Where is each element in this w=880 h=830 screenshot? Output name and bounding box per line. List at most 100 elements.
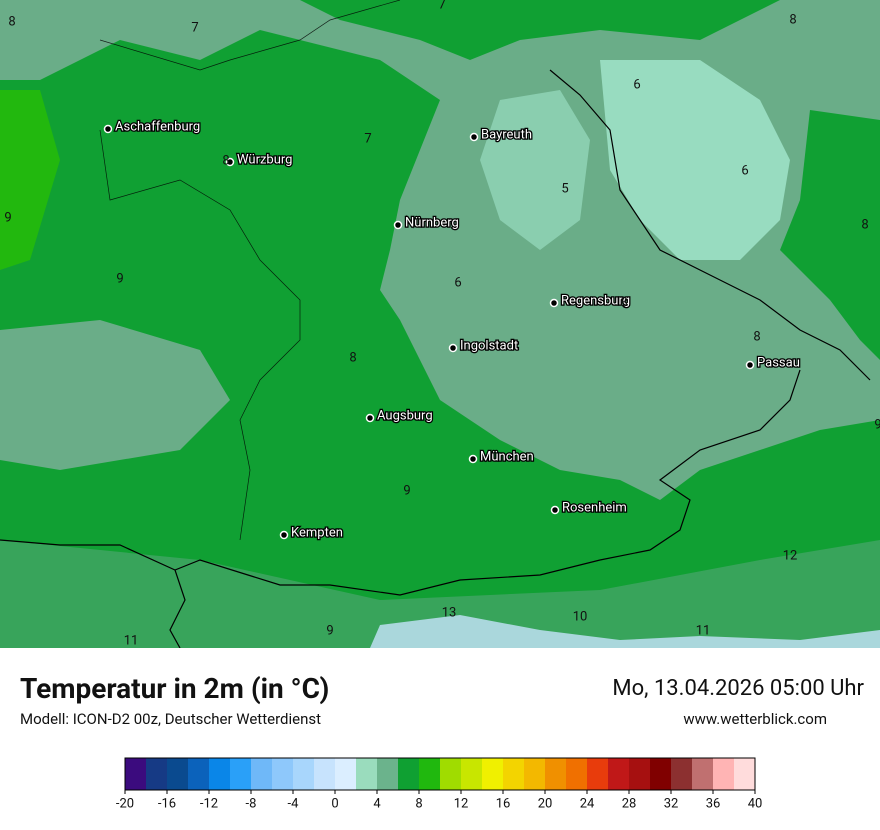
colorbar-tick-label: -8 xyxy=(246,796,257,811)
colorbar-swatch xyxy=(335,758,357,790)
isoline-label: 8 xyxy=(861,217,868,232)
cool-region xyxy=(0,320,230,470)
borders xyxy=(0,69,871,648)
isoline-label: 11 xyxy=(124,633,139,648)
city-dot xyxy=(468,454,478,464)
city-label: Würzburg xyxy=(237,152,293,167)
colorbar-swatch xyxy=(650,758,672,790)
colorbar-tick-label: 36 xyxy=(706,796,721,811)
isoline-label: 6 xyxy=(633,77,640,92)
city-dot xyxy=(469,132,479,142)
colorbar-tick-label: 24 xyxy=(580,796,595,811)
city-dot xyxy=(225,157,235,167)
isoline-label: 9 xyxy=(4,210,11,225)
isoline-label: 7 xyxy=(364,131,371,146)
alps-snow xyxy=(370,615,880,648)
isoline-label: 8 xyxy=(8,14,15,29)
isoline-label: 11 xyxy=(696,623,711,638)
city-label: Aschaffenburg xyxy=(115,119,200,134)
colorbar-tick-label: -4 xyxy=(288,796,300,811)
alps-region xyxy=(0,540,880,648)
cold-region xyxy=(480,90,590,250)
city-dot xyxy=(103,124,113,134)
colorbar: -20 -16 -12 -8 -4 0 4 8 12 16 20 24 28 32 36 40 xyxy=(116,757,763,811)
city-dot xyxy=(448,343,458,353)
colorbar-swatch xyxy=(671,758,693,790)
isoline-label: 8 xyxy=(753,329,760,344)
city-dot xyxy=(549,298,559,308)
colorbar-swatch xyxy=(209,758,231,790)
isoline-label: 8 xyxy=(620,295,627,310)
colorbar-swatch xyxy=(461,758,483,790)
colorbar-swatch xyxy=(356,758,378,790)
warm-region xyxy=(0,90,60,270)
city-dot xyxy=(393,220,403,230)
colorbar-swatch xyxy=(251,758,273,790)
isoline-label: 8 xyxy=(222,153,229,168)
city-dot xyxy=(365,413,375,423)
city-label: Nürnberg xyxy=(405,215,459,230)
isoline-label: 10 xyxy=(573,609,588,624)
colorbar-swatch xyxy=(146,758,168,790)
colorbar-tick-label: -12 xyxy=(200,796,218,811)
colorbar-tick-label: 0 xyxy=(331,796,338,811)
colorbar-swatch xyxy=(587,758,609,790)
isoline-label: 9 xyxy=(874,417,880,432)
city-label: Augsburg xyxy=(377,408,433,423)
city-label: Ingolstadt xyxy=(460,338,518,353)
isoline-label: 5 xyxy=(561,181,568,196)
colorbar-swatch xyxy=(419,758,441,790)
colorbar-swatch xyxy=(713,758,735,790)
isoline-label: 6 xyxy=(454,275,461,290)
colorbar-swatch xyxy=(125,758,147,790)
colorbar-tick-label: 20 xyxy=(538,796,553,811)
isoline-label: 12 xyxy=(783,548,798,563)
colorbar-tick-label: 16 xyxy=(496,796,511,811)
colorbar-tick-label: 28 xyxy=(622,796,637,811)
datetime: Mo, 13.04.2026 05:00 Uhr xyxy=(612,676,864,701)
colorbar-swatch xyxy=(692,758,714,790)
colorbar-swatch xyxy=(293,758,315,790)
city-dot xyxy=(550,505,560,515)
city-label: Bayreuth xyxy=(481,127,532,142)
map: Aschaffenburg Würzburg Bayreuth Nürnberg Reg… xyxy=(0,0,880,648)
colorbar-tick-label: 32 xyxy=(664,796,679,811)
state-borders xyxy=(99,0,401,541)
colorbar-swatch xyxy=(734,758,756,790)
isoline-label: 13 xyxy=(442,605,457,620)
colorbar-frame xyxy=(124,757,756,791)
colorbar-swatch xyxy=(272,758,294,790)
isoline-label: 8 xyxy=(349,350,356,365)
colorbar-swatch xyxy=(314,758,336,790)
colorbar-tick-label: 8 xyxy=(415,796,422,811)
model-info: Modell: ICON-D2 00z, Deutscher Wetterdie… xyxy=(20,710,322,728)
colorbar-swatch xyxy=(545,758,567,790)
city-dot xyxy=(279,530,289,540)
isoline-label: 7 xyxy=(438,0,445,12)
city-label: Regensburg xyxy=(561,293,630,308)
isoline-label: 6 xyxy=(741,163,748,178)
colorbar-swatch xyxy=(566,758,588,790)
colorbar-tick-label: -20 xyxy=(116,796,134,811)
colorbar-swatch xyxy=(188,758,210,790)
colorbar-swatch xyxy=(524,758,546,790)
city-label: Rosenheim xyxy=(562,500,627,515)
isoline-label: 7 xyxy=(191,20,198,35)
colorbar-swatch xyxy=(167,758,189,790)
colorbar-tick-label: 40 xyxy=(748,796,763,811)
colorbar-tick-label: -16 xyxy=(158,796,176,811)
colorbar-swatch xyxy=(398,758,420,790)
city-label: Passau xyxy=(757,355,800,370)
website[interactable]: www.wetterblick.com xyxy=(683,710,827,728)
city-label: Kempten xyxy=(291,525,343,540)
colorbar-tick-label: 4 xyxy=(373,796,381,811)
city-label: München xyxy=(480,449,534,464)
colorbar-tick-label: 12 xyxy=(454,796,469,811)
colorbar-swatch xyxy=(440,758,462,790)
city-dot xyxy=(745,360,755,370)
colorbar-swatch xyxy=(230,758,252,790)
colorbar-swatch xyxy=(377,758,399,790)
colorbar-swatch xyxy=(482,758,504,790)
isoline-label: 9 xyxy=(326,623,333,638)
